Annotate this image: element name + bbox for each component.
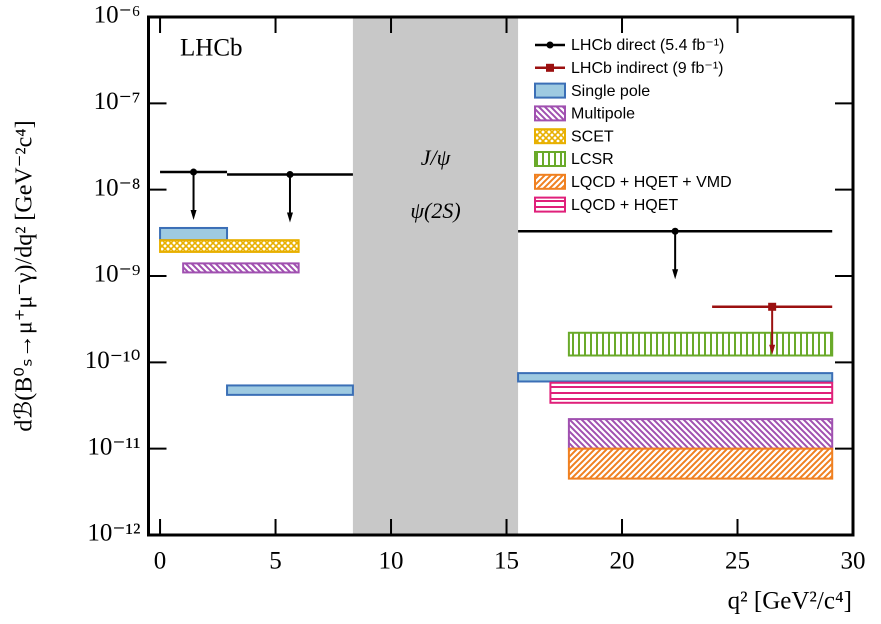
x-tick-label: 10: [379, 548, 404, 575]
theory-band: [226, 384, 354, 396]
theory-band: [159, 239, 300, 253]
legend-label: SCET: [571, 128, 614, 145]
experiment-label: LHCb: [180, 35, 243, 62]
x-tick-label: 20: [610, 548, 635, 575]
legend-symbol: [534, 173, 566, 190]
y-tick-label: 10⁻¹⁰: [85, 347, 141, 374]
limit-marker: [286, 170, 294, 178]
y-axis-title: dℬ(B⁰ₛ→μ⁺μ⁻γ)/dq² [GeV⁻²c⁴]: [12, 120, 38, 431]
legend-label: LQCD + HQET + VMD: [571, 174, 732, 191]
y-tick-label: 10⁻¹¹: [87, 433, 140, 460]
legend-symbol: [534, 196, 566, 213]
legend-symbol: [534, 128, 566, 145]
theory-band: [517, 372, 834, 383]
legend-label: LHCb indirect (9 fb⁻¹): [571, 60, 724, 77]
y-tick-label: 10⁻⁷: [94, 88, 141, 115]
veto-region: [352, 17, 519, 535]
theory-band: [159, 226, 229, 242]
theory-band: [549, 381, 834, 404]
legend-label: LCSR: [571, 151, 614, 168]
theory-band: [567, 447, 834, 480]
theory-band: [567, 331, 834, 357]
limit-marker: [671, 227, 679, 235]
x-tick-label: 5: [269, 548, 282, 575]
limit-arrow-head: [190, 210, 197, 221]
x-tick-label: 30: [841, 548, 866, 575]
limit-marker: [768, 302, 777, 311]
y-tick-label: 10⁻⁸: [94, 174, 141, 201]
limit-arrow-head: [672, 269, 679, 280]
legend: LHCb direct (5.4 fb⁻¹) LHCb indirect (9 f…: [534, 37, 732, 214]
legend-symbol: [546, 41, 554, 49]
limit-arrow-head: [769, 344, 776, 355]
legend-label: Single pole: [571, 83, 650, 100]
legend-symbol: [534, 151, 566, 167]
veto-label: J/ψ: [421, 145, 451, 170]
theory-band: [182, 262, 300, 274]
legend-symbol: [534, 105, 566, 122]
theory-band: [567, 418, 834, 450]
legend-label: Multipole: [571, 106, 635, 123]
limit-arrow-head: [286, 212, 293, 223]
x-tick-label: 0: [154, 548, 167, 575]
x-tick-label: 15: [494, 548, 519, 575]
limit-marker: [190, 168, 198, 176]
legend-symbol: [534, 82, 566, 99]
x-axis-title: q² [GeV²/c⁴]: [728, 588, 852, 615]
x-tick-label: 25: [725, 548, 750, 575]
y-tick-label: 10⁻⁶: [94, 2, 141, 29]
plot-area: J/ψ ψ(2S): [159, 17, 834, 535]
legend-label: LQCD + HQET: [571, 197, 678, 214]
y-tick-label: 10⁻⁹: [94, 261, 141, 288]
veto-label: ψ(2S): [410, 198, 460, 223]
legend-label: LHCb direct (5.4 fb⁻¹): [571, 37, 724, 54]
legend-symbol: [546, 63, 554, 72]
y-tick-label: 10⁻¹²: [87, 520, 140, 547]
